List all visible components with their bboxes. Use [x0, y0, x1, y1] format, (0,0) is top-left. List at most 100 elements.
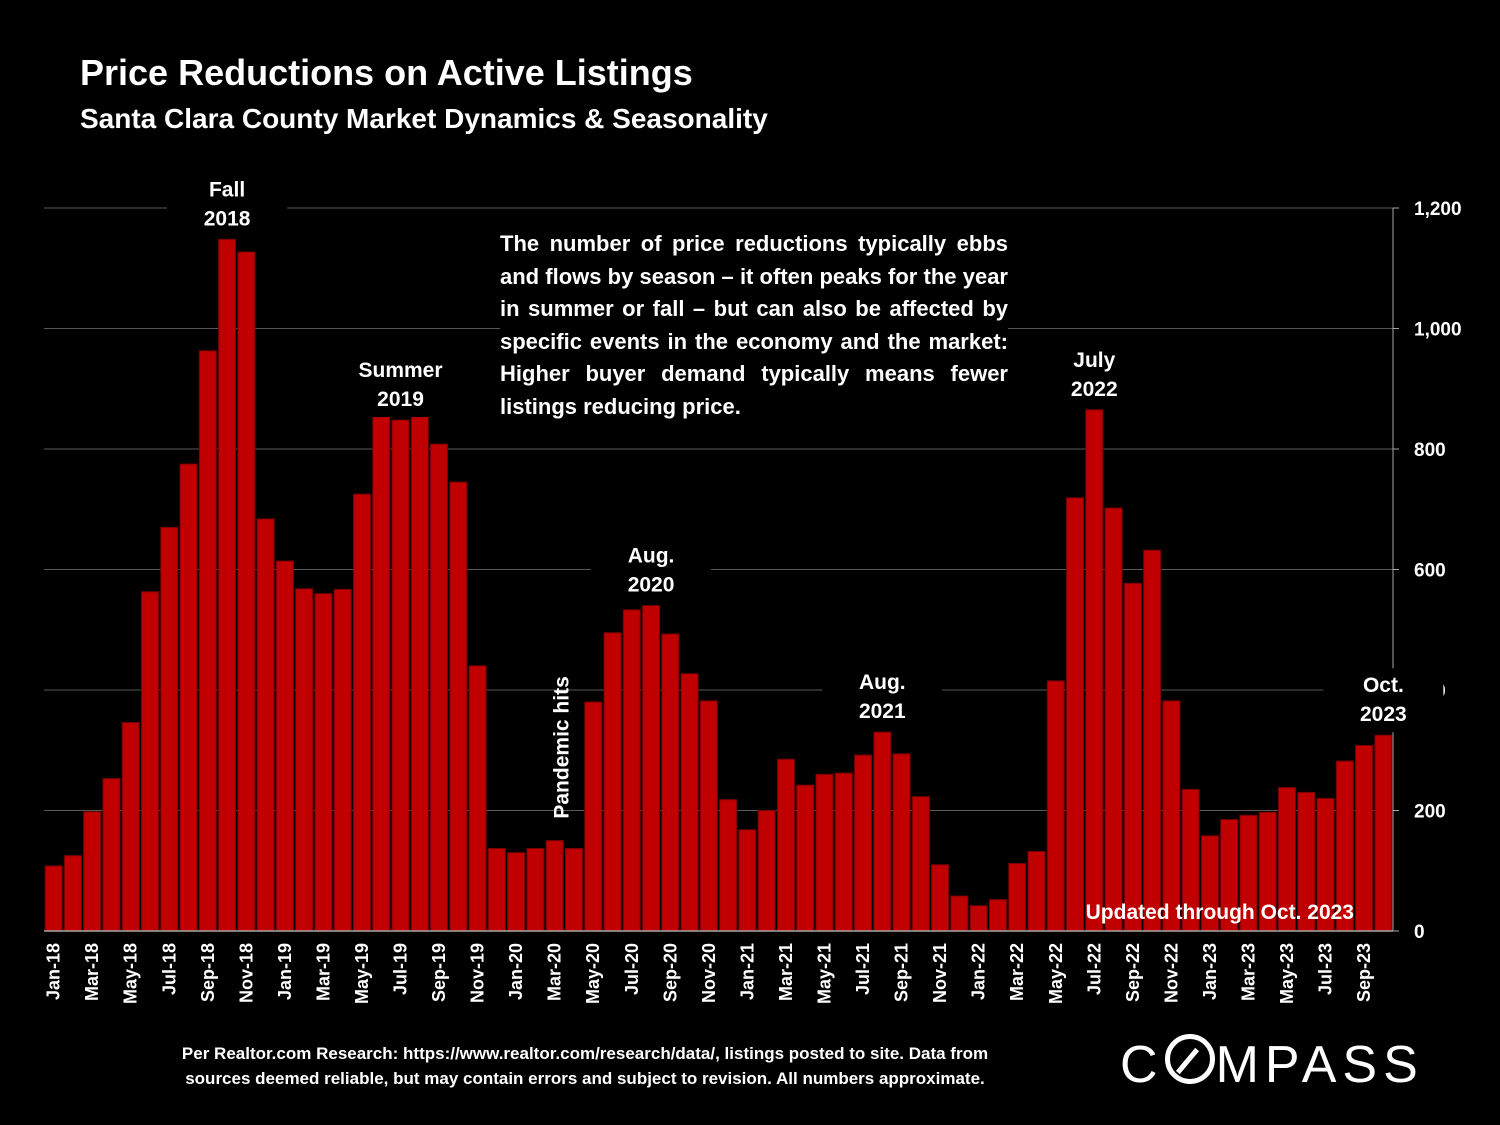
bar-Nov-20 [699, 700, 718, 932]
x-tick-label: Nov-21 [930, 943, 950, 1003]
y-tick-label: 0 [1414, 922, 1425, 943]
bar-Jul-20 [622, 609, 641, 932]
bar-Jun-18 [141, 591, 159, 932]
x-tick-label: Mar-23 [1238, 943, 1258, 1001]
annotation-background [591, 538, 712, 603]
x-tick-label: Jul-23 [1316, 943, 1336, 995]
bar-Apr-20 [564, 847, 583, 932]
peak-annotation: 2023 [1360, 703, 1407, 726]
bar-Jun-22 [1066, 497, 1085, 932]
peak-annotation: 2022 [1071, 378, 1118, 401]
compass-o-icon [1164, 1034, 1215, 1084]
bar-Jun-21 [834, 772, 853, 932]
bar-Aug-22 [1104, 507, 1123, 932]
bar-Feb-18 [63, 855, 82, 932]
bar-Jul-19 [391, 419, 410, 932]
bar-Jul-21 [854, 754, 873, 932]
bar-Oct-18 [218, 238, 237, 932]
peak-annotation: July [1073, 349, 1115, 372]
peak-annotation: Summer [359, 359, 443, 382]
x-tick-label: Mar-21 [776, 943, 796, 1001]
bar-Jan-20 [507, 852, 526, 932]
peak-annotation: Aug. [628, 545, 675, 568]
x-tick-label: Jan-18 [44, 943, 64, 1000]
bar-Oct-20 [680, 673, 699, 932]
bar-Mar-18 [83, 811, 102, 932]
bar-Feb-20 [526, 847, 545, 932]
annotation-background [822, 665, 943, 730]
bar-Mar-20 [545, 840, 564, 932]
footnote-line-1: Per Realtor.com Research: https://www.re… [181, 1044, 989, 1063]
bar-Oct-22 [1143, 549, 1162, 932]
bar-Feb-21 [757, 810, 776, 932]
bar-Jun-19 [372, 403, 391, 932]
logo-text-start: C [1120, 1036, 1164, 1094]
bar-May-18 [121, 722, 140, 932]
x-tick-label: May-20 [583, 943, 603, 1004]
bar-Jan-22 [969, 905, 988, 932]
bar-Jul-22 [1085, 409, 1104, 932]
annotation-background [1323, 668, 1444, 733]
x-tick-label: Sep-19 [429, 943, 449, 1002]
x-tick-label: Mar-22 [1007, 943, 1027, 1001]
bar-Jun-20 [603, 632, 622, 932]
peak-annotation: Oct. [1363, 674, 1404, 697]
x-tick-label: Mar-20 [545, 943, 565, 1001]
bar-Aug-20 [642, 605, 661, 932]
peak-annotation: Aug. [859, 671, 906, 694]
annotation-background [167, 172, 288, 237]
x-tick-label: Jul-19 [391, 943, 411, 995]
bar-Sep-21 [892, 753, 911, 932]
logo-text-end: MPASS [1215, 1036, 1424, 1094]
bar-May-22 [1046, 680, 1065, 932]
bar-Oct-23 [1374, 734, 1393, 932]
bar-Sep-18 [198, 350, 217, 932]
event-annotation: Pandemic hits [551, 676, 574, 818]
peak-annotation: Fall [209, 178, 245, 201]
x-tick-label: Sep-18 [198, 943, 218, 1002]
bar-Dec-19 [487, 847, 506, 932]
description-text: The number of price reductions typically… [500, 228, 1008, 423]
annotation-background [1034, 342, 1155, 407]
bar-Jul-18 [160, 526, 179, 932]
peak-annotation: 2018 [204, 207, 251, 230]
peak-annotation: 2019 [377, 388, 424, 411]
bar-Feb-22 [988, 899, 1007, 932]
x-tick-label: Sep-23 [1354, 943, 1374, 1002]
y-tick-label: 200 [1414, 802, 1446, 823]
bar-Jan-18 [44, 865, 63, 932]
bar-May-20 [584, 701, 603, 932]
annotation-background [340, 353, 461, 418]
x-tick-label: May-19 [352, 943, 372, 1004]
x-tick-label: Jan-21 [737, 943, 757, 1000]
bar-Dec-21 [950, 895, 969, 932]
bar-Sep-22 [1123, 582, 1142, 932]
x-tick-label: Jul-18 [159, 943, 179, 995]
x-tick-label: Sep-20 [660, 943, 680, 1002]
bar-Aug-19 [410, 405, 429, 932]
bar-Nov-21 [931, 864, 950, 932]
x-tick-label: Mar-19 [313, 943, 333, 1001]
x-tick-label: Nov-22 [1161, 943, 1181, 1003]
x-tick-label: Jul-20 [622, 943, 642, 995]
bar-Sep-20 [661, 633, 680, 932]
footnote-line-2: sources deemed reliable, but may contain… [185, 1069, 985, 1088]
bar-Nov-22 [1162, 700, 1181, 932]
bar-Jan-19 [275, 560, 294, 932]
x-tick-label: Nov-18 [236, 943, 256, 1003]
bar-Mar-19 [314, 593, 333, 932]
bar-Aug-18 [179, 463, 198, 932]
y-tick-label: 1,000 [1414, 320, 1462, 341]
updated-note: Updated through Oct. 2023 [1086, 901, 1354, 924]
x-tick-label: Jul-21 [853, 943, 873, 995]
x-tick-label: Nov-20 [699, 943, 719, 1003]
bar-Oct-19 [449, 481, 468, 932]
x-tick-label: May-18 [121, 943, 141, 1004]
bar-Nov-19 [468, 665, 487, 932]
y-tick-label: 800 [1414, 440, 1446, 461]
chart-subtitle: Santa Clara County Market Dynamics & Sea… [80, 103, 768, 134]
bar-Dec-20 [719, 799, 738, 932]
bar-Dec-18 [256, 518, 275, 932]
y-tick-label: 1,200 [1414, 199, 1462, 220]
